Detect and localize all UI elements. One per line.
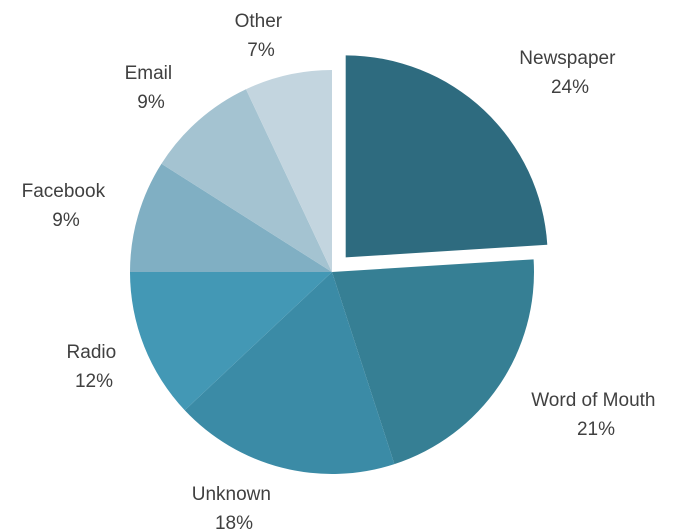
- pie-slice-email: [161, 89, 332, 272]
- label-facebook-name: Facebook: [22, 181, 106, 202]
- slice-labels: Newspaper 24% Word of Mouth 21% Unknown …: [22, 11, 661, 531]
- label-unknown-value: 18%: [215, 513, 253, 531]
- label-word-of-mouth-value: 21%: [577, 419, 615, 440]
- label-newspaper-value: 24%: [551, 77, 589, 98]
- label-radio-name: Radio: [67, 342, 117, 363]
- pie-slice-facebook: [130, 163, 332, 272]
- label-word-of-mouth-name: Word of Mouth: [531, 390, 655, 411]
- label-facebook: Facebook 9%: [22, 181, 111, 231]
- label-word-of-mouth: Word of Mouth 21%: [531, 390, 661, 440]
- label-radio-value: 12%: [75, 371, 113, 392]
- label-facebook-value: 9%: [52, 210, 80, 231]
- pie-slices: [130, 55, 548, 474]
- pie-slice-newspaper: [345, 55, 548, 258]
- label-newspaper: Newspaper 24%: [519, 48, 620, 98]
- pie-slice-unknown: [184, 272, 395, 474]
- label-email-name: Email: [125, 63, 173, 84]
- pie-slice-other: [245, 70, 332, 272]
- label-email-value: 9%: [137, 92, 165, 113]
- label-radio: Radio 12%: [67, 342, 122, 392]
- label-other-name: Other: [235, 11, 283, 32]
- pie-slice-word-of-mouth: [332, 259, 534, 465]
- label-other: Other 7%: [235, 11, 288, 61]
- label-unknown: Unknown 18%: [192, 484, 277, 531]
- label-unknown-name: Unknown: [192, 484, 271, 505]
- label-email: Email 9%: [125, 63, 178, 113]
- label-other-value: 7%: [247, 40, 275, 61]
- pie-slice-radio: [130, 272, 332, 411]
- label-newspaper-name: Newspaper: [519, 48, 616, 69]
